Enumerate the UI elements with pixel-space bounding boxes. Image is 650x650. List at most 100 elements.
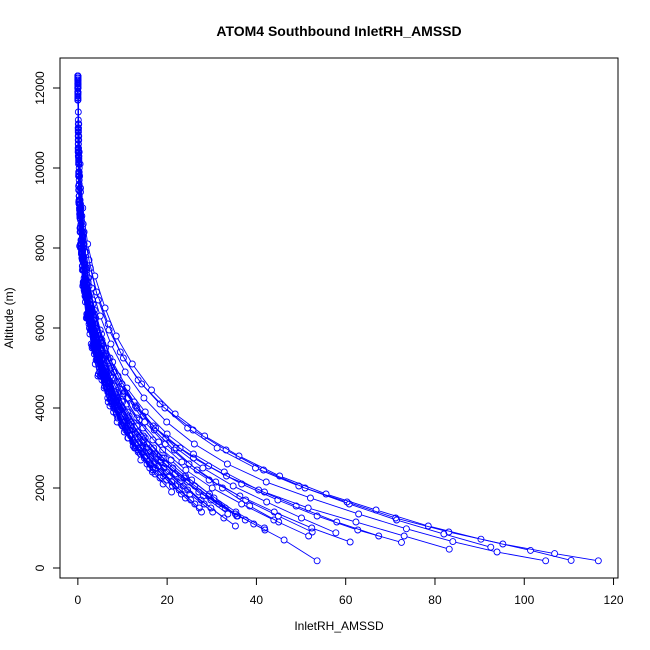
series-segment (129, 400, 144, 420)
series-segment (111, 346, 125, 370)
data-point (306, 494, 314, 502)
series-segment (203, 501, 222, 517)
data-point (189, 426, 197, 434)
data-point (118, 380, 126, 388)
series-segment (431, 526, 479, 539)
series-segment (80, 250, 84, 284)
data-point (252, 464, 259, 472)
data-point (400, 532, 408, 540)
series-segment (268, 482, 308, 498)
data-point (168, 488, 176, 496)
series-profile (74, 82, 195, 504)
series-segment (117, 398, 129, 418)
series-segment (244, 504, 272, 520)
series-profile (74, 82, 84, 250)
data-point (86, 324, 93, 332)
series-segment (358, 522, 402, 536)
series-segment (229, 464, 264, 482)
series-segment (138, 420, 152, 438)
x-tick-label: 60 (339, 593, 353, 607)
series-segment (103, 380, 112, 402)
series-profile (74, 88, 321, 565)
series-segment (94, 312, 102, 338)
data-point (134, 376, 142, 384)
series-segment (126, 374, 143, 396)
series-segment (218, 483, 244, 499)
data-point (170, 446, 178, 454)
data-point (175, 486, 183, 494)
series-segment (115, 374, 127, 396)
data-point (352, 518, 360, 526)
series-segment (185, 487, 203, 503)
data-point (82, 314, 90, 322)
data-point (177, 474, 185, 482)
data-point (301, 484, 309, 492)
data-point (313, 512, 321, 520)
series-segment (195, 455, 222, 471)
data-point (74, 74, 82, 82)
series-segment (228, 451, 262, 469)
series-segment (360, 530, 399, 543)
data-point (131, 444, 139, 452)
data-point (110, 404, 118, 412)
data-point (527, 546, 534, 554)
series-profile (74, 72, 283, 526)
series-profile (74, 76, 383, 540)
data-point (305, 532, 313, 540)
data-point (280, 536, 288, 544)
y-axis-label: Altitude (m) (2, 287, 16, 348)
data-point (198, 508, 205, 516)
series-profile (74, 74, 316, 536)
data-point (449, 538, 457, 546)
data-point (223, 472, 230, 480)
data-point (487, 543, 495, 551)
series-segment (207, 437, 237, 455)
data-point (219, 484, 226, 492)
series-segment (261, 490, 294, 506)
data-point (594, 557, 602, 565)
series-segment (182, 483, 200, 499)
data-point (139, 442, 147, 450)
series-segment (90, 270, 99, 298)
series-segment (100, 318, 111, 342)
data-point (125, 416, 133, 424)
series-segment (205, 469, 231, 485)
data-point (246, 502, 254, 510)
data-point (220, 468, 228, 476)
x-tick-label: 80 (428, 593, 442, 607)
data-point (201, 432, 209, 440)
series-segment (161, 405, 186, 427)
series-segment (199, 471, 221, 487)
data-point (263, 498, 271, 506)
x-tick-label: 100 (514, 593, 534, 607)
series-segment (196, 487, 217, 503)
x-axis-label: InletRH_AMSSD (294, 619, 384, 633)
series-segment (167, 465, 186, 481)
x-tick-label: 120 (604, 593, 624, 607)
series-segment (145, 399, 165, 421)
series-segment (224, 489, 248, 505)
data-point (235, 452, 243, 460)
data-point (190, 450, 197, 458)
series-segment (378, 510, 426, 526)
series-segment (328, 494, 374, 510)
series-segment (102, 342, 111, 366)
series-segment (162, 461, 180, 477)
series-segment (159, 467, 174, 485)
data-point (161, 404, 169, 412)
x-axis: 0 20 40 60 80 100 120 (75, 577, 624, 607)
data-point (210, 494, 218, 502)
series-segment (214, 489, 240, 503)
series-segment (166, 409, 191, 429)
series-segment (349, 502, 393, 518)
data-point (402, 525, 410, 533)
series-segment (557, 553, 596, 561)
series-segment (280, 500, 315, 516)
data-point (220, 514, 228, 522)
series-segment (310, 508, 354, 522)
series-segment (298, 506, 335, 522)
series-segment (130, 422, 143, 440)
series-segment (178, 449, 201, 467)
series-profile (74, 84, 313, 540)
series-segment (184, 463, 207, 479)
